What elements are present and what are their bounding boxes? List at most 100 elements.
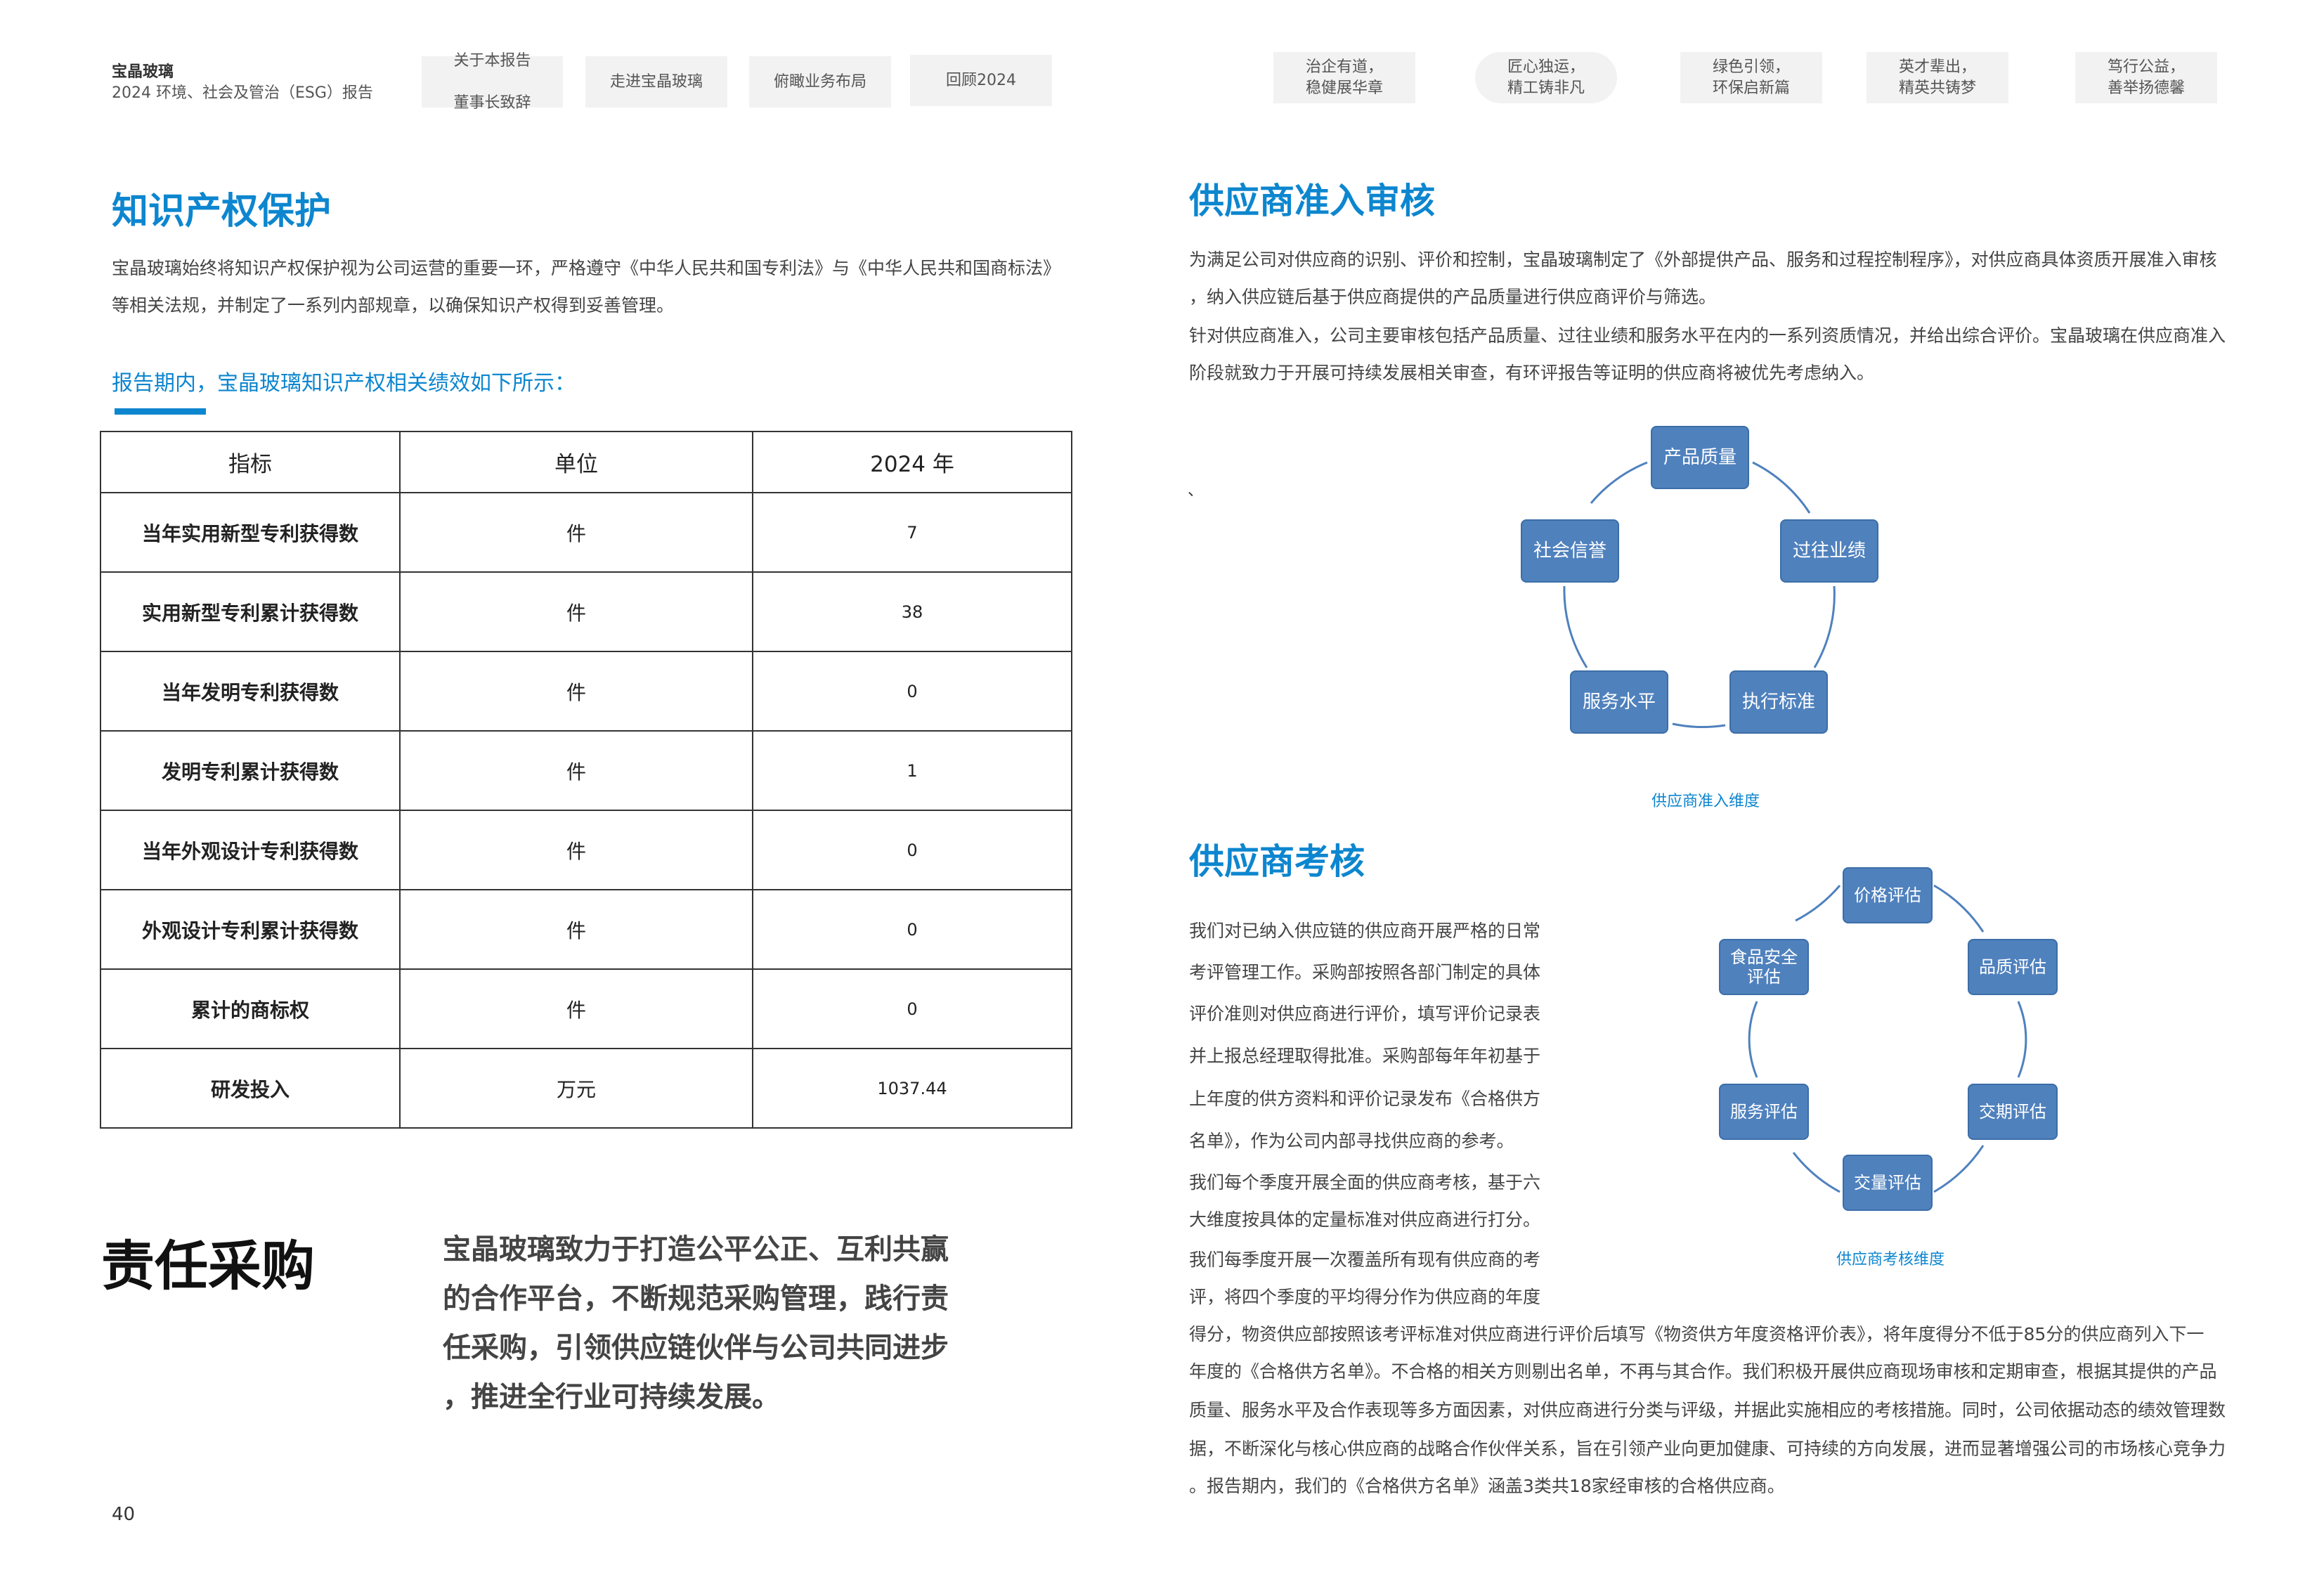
- evaluation-diagram-caption: 供应商考核维度: [1836, 1251, 1945, 1268]
- unit-cell: 件: [399, 889, 753, 970]
- nav-tab-label: 笃行公益，: [2107, 58, 2185, 76]
- admission-dimension-node: 产品质量: [1651, 426, 1749, 489]
- connector-arc: [1933, 1145, 1985, 1193]
- unit-cell: 件: [399, 810, 753, 890]
- table-row: 研发投入 万元 1037.44: [100, 1048, 1072, 1129]
- nav-tab-label: 回顾2024: [946, 71, 1016, 89]
- node-label: 食品安全: [1730, 947, 1798, 967]
- nav-tab-label: 关于本报告: [453, 51, 531, 70]
- table-row: 外观设计专利累计获得数件 0: [100, 889, 1072, 970]
- subheading-underline: [115, 408, 206, 415]
- connector-arc: [1752, 461, 1811, 514]
- indicator-cell: 累计的商标权: [100, 968, 401, 1049]
- value-cell: 1: [752, 730, 1072, 811]
- unit-cell: 万元: [399, 1048, 753, 1129]
- header-indicator: 指标: [100, 431, 401, 493]
- nav-tab-label: 走进宝晶玻璃: [609, 72, 703, 91]
- evaluation-paragraph-line: 年度的《合格供方名单》。不合格的相关方则剔出名单，不再与其合作。我们积极开展供应…: [1189, 1361, 2217, 1382]
- ip-subheading: 报告期内，宝晶玻璃知识产权相关绩效如下所示：: [112, 371, 576, 396]
- unit-cell: 件: [399, 968, 753, 1049]
- report-brand: 宝晶玻璃 2024 环境、社会及管治（ESG）报告: [112, 62, 373, 104]
- ip-title: 知识产权保护: [112, 190, 332, 233]
- evaluation-paragraph-line: 据，不断深化与核心供应商的战略合作伙伴关系，旨在引领产业向更加健康、可持续的方向…: [1189, 1439, 2226, 1459]
- admission-paragraph-line: 为满足公司对供应商的识别、评价和控制，宝晶玻璃制定了《外部提供产品、服务和过程控…: [1189, 249, 2217, 270]
- brand-name: 宝晶玻璃: [112, 63, 174, 81]
- value-cell: 1037.44: [752, 1048, 1072, 1129]
- connector-arc: [1590, 461, 1648, 504]
- evaluation-paragraph-line: 并上报总经理取得批准。采购部每年年初基于: [1189, 1046, 1541, 1066]
- nav-tab-label: 善举扬德馨: [2107, 79, 2185, 97]
- nav-tab-label: 英才辈出，: [1898, 58, 1976, 76]
- connector-arc: [1795, 885, 1841, 922]
- evaluation-paragraph-line: 我们每季度开展一次覆盖所有现有供应商的考: [1189, 1250, 1541, 1270]
- unit-cell: 件: [399, 651, 753, 732]
- admission-dimension-node: 服务水平: [1570, 670, 1668, 734]
- value-cell: 0: [752, 968, 1072, 1049]
- evaluation-paragraph-line: 大维度按具体的定量标准对供应商进行打分。: [1189, 1209, 1541, 1230]
- nav-tab[interactable]: 治企有道， 稳健展华章: [1273, 52, 1415, 103]
- evaluation-paragraph-line: 。报告期内，我们的《合格供方名单》涵盖3类共18家经审核的合格供应商。: [1189, 1476, 1785, 1496]
- connector-arc: [1748, 1001, 1758, 1078]
- nav-tab-label: 精英共铸梦: [1898, 79, 1976, 97]
- evaluation-dimension-node: 交量评估: [1843, 1155, 1933, 1211]
- indicator-cell: 当年外观设计专利获得数: [100, 810, 401, 890]
- nav-tab-label: 董事长致辞: [453, 93, 531, 112]
- evaluation-paragraph-line: 名单》，作为公司内部寻找供应商的参考。: [1189, 1131, 1514, 1151]
- evaluation-dimension-node: 品质评估: [1968, 939, 2058, 995]
- stray-mark: 、: [1188, 482, 1204, 500]
- indicator-cell: 实用新型专利累计获得数: [100, 571, 401, 652]
- nav-tab-label: 匠心独运，: [1507, 58, 1585, 76]
- procurement-title: 责任采购: [101, 1235, 315, 1297]
- nav-tab-label: 环保启新篇: [1712, 79, 1790, 97]
- nav-tab-label: 绿色引领，: [1712, 58, 1790, 76]
- admission-paragraph-line: ，纳入供应链后基于供应商提供的产品质量进行供应商评价与筛选。: [1189, 287, 1717, 307]
- nav-tab-label: 精工铸非凡: [1507, 79, 1585, 97]
- table-row: 当年实用新型专利获得数件 7: [100, 492, 1072, 573]
- nav-tab[interactable]: 关于本报告董事长致辞: [422, 52, 563, 112]
- admission-paragraph-line: 阶段就致力于开展可持续发展相关审查，有环评报告等证明的供应商将被优先考虑纳入。: [1189, 363, 1875, 383]
- node-label: 价格评估: [1854, 885, 1921, 905]
- admission-title: 供应商准入审核: [1189, 181, 1435, 221]
- nav-tab[interactable]: 回顾2024: [910, 55, 1052, 106]
- nav-tab[interactable]: 俯瞰业务布局: [749, 56, 891, 108]
- evaluation-paragraph-line: 评，将四个季度的平均得分作为供应商的年度: [1189, 1287, 1541, 1307]
- nav-tab[interactable]: 英才辈出， 精英共铸梦: [1867, 52, 2008, 103]
- table-row: 实用新型专利累计获得数件 38: [100, 571, 1072, 652]
- header-year: 2024 年: [752, 431, 1072, 493]
- procurement-lead-line: 宝晶玻璃致力于打造公平公正、互利共赢: [443, 1233, 949, 1266]
- value-cell: 0: [752, 810, 1072, 890]
- ip-paragraph-line: 宝晶玻璃始终将知识产权保护视为公司运营的重要一环，严格遵守《中华人民共和国专利法…: [112, 258, 1061, 278]
- evaluation-dimension-node: 交期评估: [1968, 1084, 2058, 1140]
- evaluation-paragraph-line: 上年度的供方资料和评价记录发布《合格供方: [1189, 1089, 1541, 1109]
- indicator-cell: 发明专利累计获得数: [100, 730, 401, 811]
- procurement-lead-line: 任采购，引领供应链伙伴与公司共同进步: [443, 1332, 949, 1364]
- evaluation-paragraph-line: 评价准则对供应商进行评价，填写评价记录表: [1189, 1004, 1541, 1024]
- node-label: 交期评估: [1979, 1102, 2046, 1122]
- nav-tab[interactable]: 笃行公益， 善举扬德馨: [2075, 52, 2217, 103]
- node-label: 交量评估: [1854, 1173, 1921, 1193]
- node-label: 服务评估: [1730, 1102, 1798, 1122]
- table-row: 发明专利累计获得数件 1: [100, 730, 1072, 811]
- indicator-cell: 研发投入: [100, 1048, 401, 1129]
- nav-tab[interactable]: 匠心独运， 精工铸非凡: [1475, 52, 1617, 103]
- page-number: 40: [112, 1504, 136, 1525]
- unit-cell: 件: [399, 492, 753, 573]
- ip-paragraph-line: 等相关法规，并制定了一系列内部规章，以确保知识产权得到妥善管理。: [112, 295, 675, 316]
- nav-tab-label: 俯瞰业务布局: [773, 72, 866, 91]
- admission-dimension-node: 执行标准: [1729, 670, 1828, 734]
- evaluation-paragraph-line: 我们每个季度开展全面的供应商考核，基于六: [1189, 1172, 1541, 1193]
- nav-tab[interactable]: 走进宝晶玻璃: [585, 56, 727, 108]
- ip-table: 指标 单位 2024 年 当年实用新型专利获得数件 7 实用新型专利累计获得数件 38…: [100, 431, 1072, 1129]
- procurement-lead-line: ，推进全行业可持续发展。: [443, 1381, 780, 1413]
- nav-tab-label: 稳健展华章: [1305, 79, 1383, 97]
- unit-cell: 件: [399, 730, 753, 811]
- nav-tab[interactable]: 绿色引领， 环保启新篇: [1680, 52, 1822, 103]
- table-row: 累计的商标权件 0: [100, 968, 1072, 1049]
- table-header-row: 指标 单位 2024 年: [100, 431, 1072, 493]
- nav-tab-label: 治企有道，: [1305, 58, 1383, 76]
- admission-dimension-node: 过往业绩: [1780, 519, 1878, 583]
- evaluation-paragraph-line: 质量、服务水平及合作表现等多方面因素，对供应商进行分类与评级，并据此实施相应的考…: [1189, 1400, 2226, 1420]
- connector-arc: [2017, 1001, 2027, 1078]
- evaluation-dimension-node: 食品安全 评估: [1719, 939, 1809, 995]
- connector-arc: [1813, 585, 1836, 668]
